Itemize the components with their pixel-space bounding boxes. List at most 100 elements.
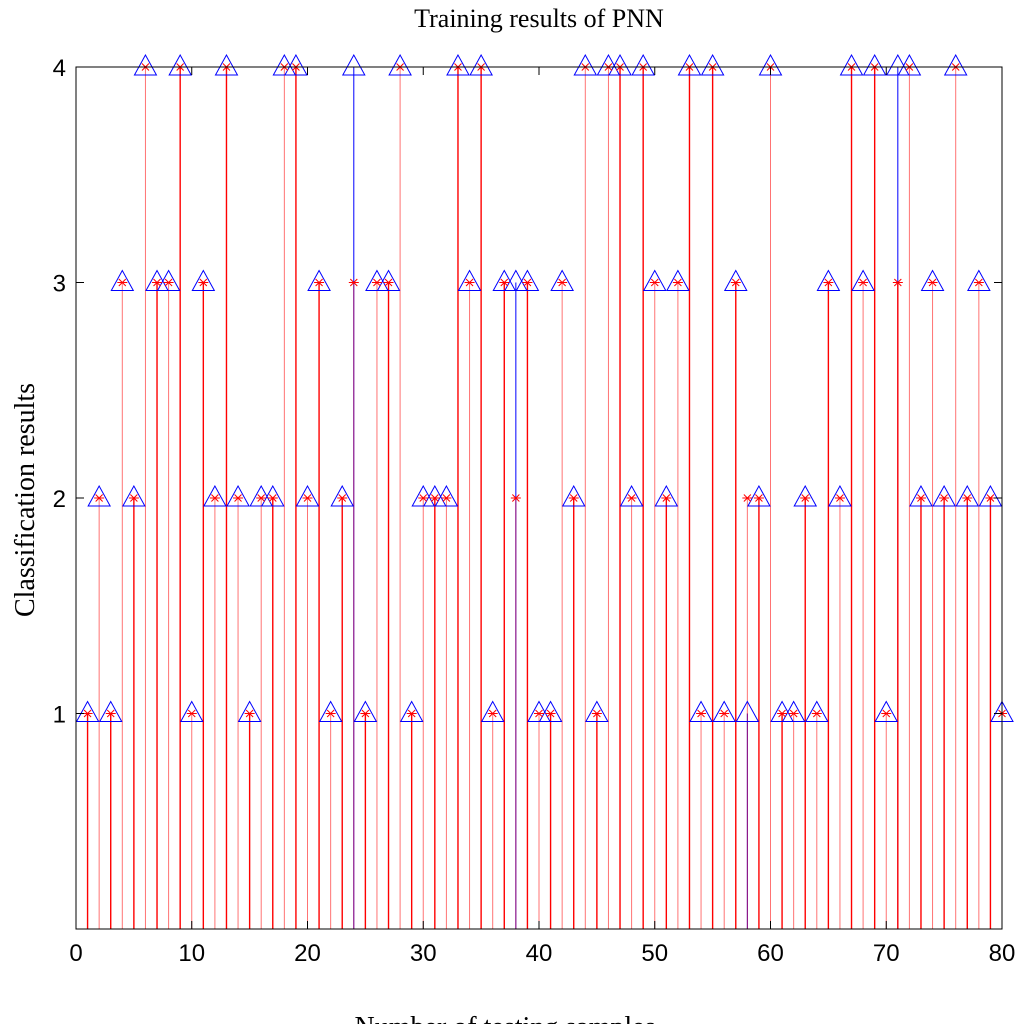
predicted-point <box>626 494 637 502</box>
actual-point <box>446 53 470 76</box>
actual-point <box>399 700 424 722</box>
actual-point <box>156 269 181 291</box>
predicted-point <box>730 278 741 287</box>
predicted-point <box>244 709 255 718</box>
actual-point <box>191 269 216 291</box>
actual-point <box>98 700 123 722</box>
predicted-point <box>892 278 903 287</box>
predicted-markers-group <box>82 63 1007 718</box>
predicted-point <box>441 494 452 502</box>
actual-point <box>307 269 331 291</box>
actual-point <box>631 53 656 76</box>
actual-point <box>376 269 401 291</box>
predicted-point <box>557 278 568 287</box>
x-tick-label: 20 <box>294 940 321 967</box>
actual-point <box>666 269 690 291</box>
actual-point <box>654 484 679 507</box>
predicted-point <box>429 494 440 502</box>
predicted-point <box>545 709 556 718</box>
actual-point <box>608 53 632 76</box>
predicted-point <box>591 709 602 718</box>
actual-point <box>816 269 841 291</box>
predicted-point <box>117 278 128 287</box>
predicted-point <box>962 494 973 502</box>
predicted-point <box>464 278 475 287</box>
actual-point <box>677 53 702 76</box>
actual-point <box>422 484 447 507</box>
predicted-point <box>834 494 845 502</box>
actual-point <box>596 53 621 76</box>
actual-point <box>573 53 598 76</box>
actual-point <box>168 53 193 76</box>
predicted-point <box>858 278 869 287</box>
actual-point <box>133 53 158 76</box>
predicted-point <box>985 494 996 502</box>
actual-point <box>249 484 274 507</box>
actual-point <box>87 484 111 507</box>
predicted-point <box>696 709 707 718</box>
actual-point <box>284 53 308 76</box>
x-tick-label: 60 <box>757 940 784 967</box>
predicted-point <box>522 278 533 287</box>
actual-point <box>920 269 945 291</box>
actual-point <box>272 53 297 76</box>
chart-title: Training results of PNN <box>414 4 664 33</box>
ticks-group: 0 10 20 30 40 50 60 70 80 1 2 3 4 <box>53 55 1016 967</box>
actual-point <box>122 484 146 507</box>
actual-point <box>203 484 227 507</box>
actual-point <box>804 700 829 722</box>
actual-point <box>457 269 482 291</box>
actual-point <box>897 53 922 76</box>
predicted-point <box>256 494 267 502</box>
actual-point <box>967 269 991 291</box>
predicted-point <box>742 494 753 502</box>
x-tick-label: 80 <box>989 940 1016 967</box>
actual-point <box>226 484 250 507</box>
actual-point <box>585 700 609 722</box>
stems-group <box>86 67 1003 929</box>
predicted-point <box>198 278 209 287</box>
actual-point <box>214 53 239 76</box>
predicted-point <box>105 709 116 718</box>
actual-point <box>179 700 204 722</box>
actual-point <box>885 53 910 76</box>
y-axis-label: Classification results <box>10 383 41 617</box>
actual-point <box>700 53 725 76</box>
predicted-point <box>337 494 348 502</box>
actual-point <box>110 269 135 291</box>
actual-point <box>642 269 667 291</box>
actual-point <box>839 53 864 76</box>
actual-point <box>353 700 378 722</box>
predicted-point <box>487 709 498 718</box>
actual-point <box>237 700 262 722</box>
predicted-point <box>788 709 799 718</box>
predicted-point <box>753 494 764 502</box>
actual-point <box>723 269 748 291</box>
actual-point <box>318 700 343 722</box>
actual-point <box>828 484 852 507</box>
x-tick-label: 70 <box>873 940 900 967</box>
y-tick-label: 4 <box>53 55 66 82</box>
predicted-point <box>939 494 950 502</box>
actual-point <box>480 700 505 722</box>
predicted-point <box>973 278 984 287</box>
actual-point <box>388 53 412 76</box>
actual-point <box>909 484 933 507</box>
predicted-point <box>383 278 394 287</box>
actual-point <box>341 53 366 76</box>
predicted-point <box>418 494 429 502</box>
x-axis-label: Number of testing samples <box>355 1012 656 1024</box>
predicted-point <box>186 709 197 718</box>
predicted-point <box>163 278 174 287</box>
predicted-point <box>499 278 510 287</box>
x-tick-label: 50 <box>641 940 668 967</box>
predicted-point <box>209 494 220 502</box>
predicted-point <box>800 494 811 502</box>
y-tick-label: 1 <box>53 702 66 729</box>
actual-point <box>943 53 968 76</box>
actual-point <box>527 700 551 722</box>
actual-point <box>561 484 586 507</box>
predicted-point <box>360 709 371 718</box>
x-tick-label: 30 <box>410 940 437 967</box>
actual-point <box>411 484 436 507</box>
